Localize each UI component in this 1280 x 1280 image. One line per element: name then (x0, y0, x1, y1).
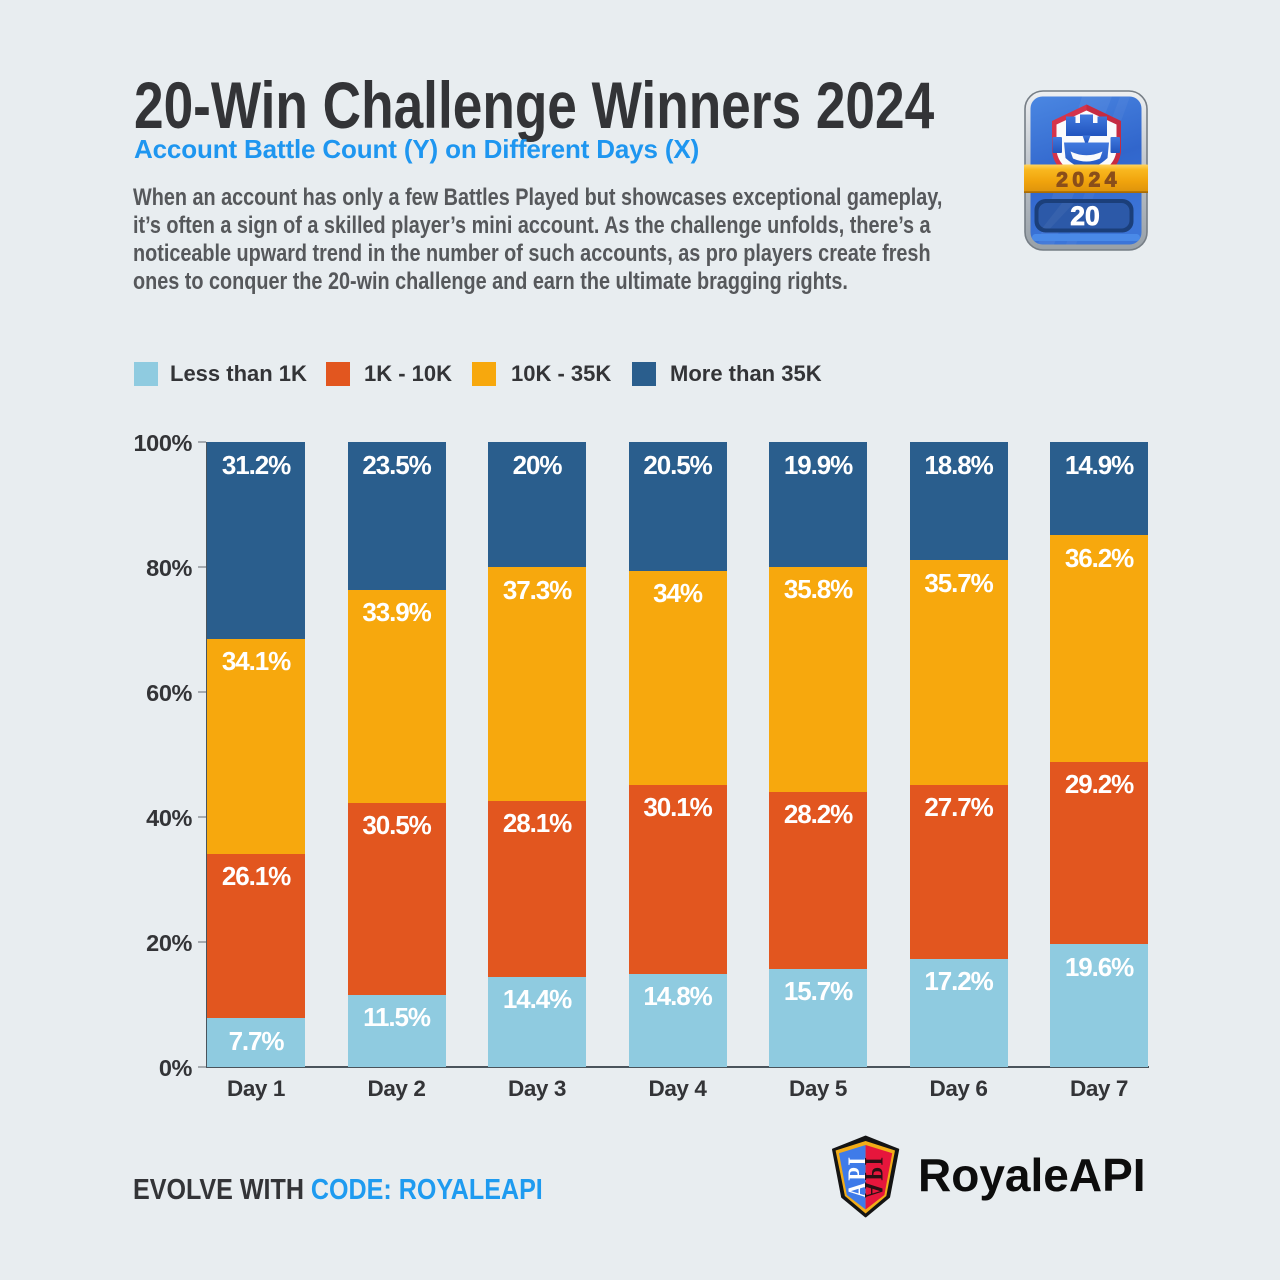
svg-text:20: 20 (1070, 201, 1099, 231)
svg-text:API: API (859, 1156, 888, 1198)
svg-text:2024: 2024 (1056, 169, 1121, 192)
svg-text:API: API (843, 1156, 872, 1198)
